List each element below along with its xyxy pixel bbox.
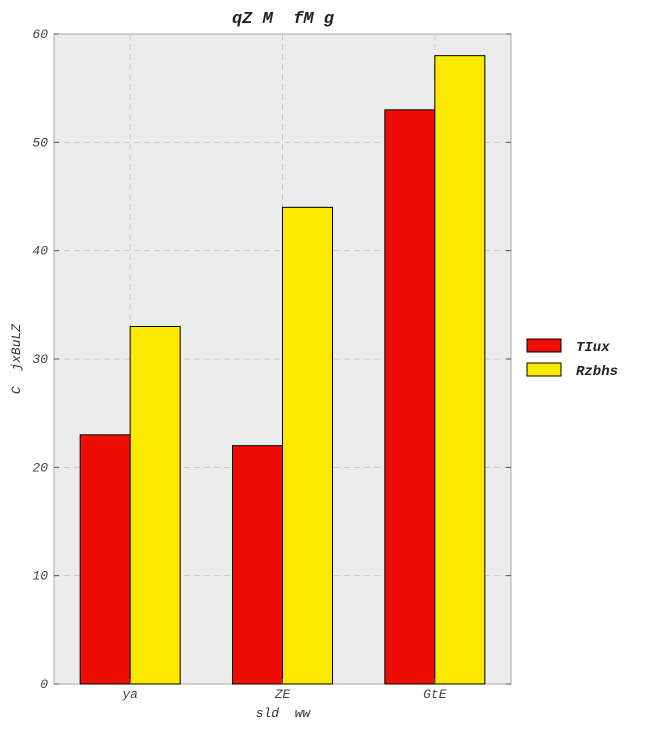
- legend-swatch: [526, 338, 562, 353]
- y-tick-label: 10: [32, 569, 48, 584]
- legend-label: TIux: [576, 340, 610, 356]
- y-tick-label: 50: [32, 135, 48, 150]
- chart-title: qZ M fM g: [232, 10, 335, 29]
- x-tick-label: GtE: [423, 687, 447, 702]
- x-axis-label: sld ww: [256, 706, 312, 721]
- x-axis-ticks: ya ZE GtE: [121, 679, 447, 702]
- y-axis-label: C jxBuLZ: [9, 323, 24, 394]
- bar-TIux-ZE: [232, 445, 283, 685]
- legend-label: Rzbhs: [576, 364, 618, 380]
- bar-TIux-GtE: [384, 109, 436, 685]
- y-tick-label: 30: [32, 352, 48, 367]
- x-tick-label: ZE: [274, 687, 291, 702]
- x-tick-label: ya: [121, 687, 138, 702]
- bar-Rzbhs-ZE: [282, 206, 333, 685]
- y-tick-label: 40: [32, 244, 48, 259]
- bar-Rzbhs-ya: [129, 326, 181, 685]
- bar-TIux-ya: [79, 434, 131, 685]
- legend-swatch: [526, 362, 562, 377]
- bar-Rzbhs-GtE: [434, 55, 486, 685]
- y-axis-ticks: 0 10 20 30 40 50 60: [32, 27, 511, 692]
- y-tick-label: 60: [32, 27, 48, 42]
- bars: [79, 55, 486, 685]
- legend: TIux Rzbhs: [526, 338, 618, 380]
- y-tick-label: 0: [40, 677, 48, 692]
- y-tick-label: 20: [32, 460, 48, 475]
